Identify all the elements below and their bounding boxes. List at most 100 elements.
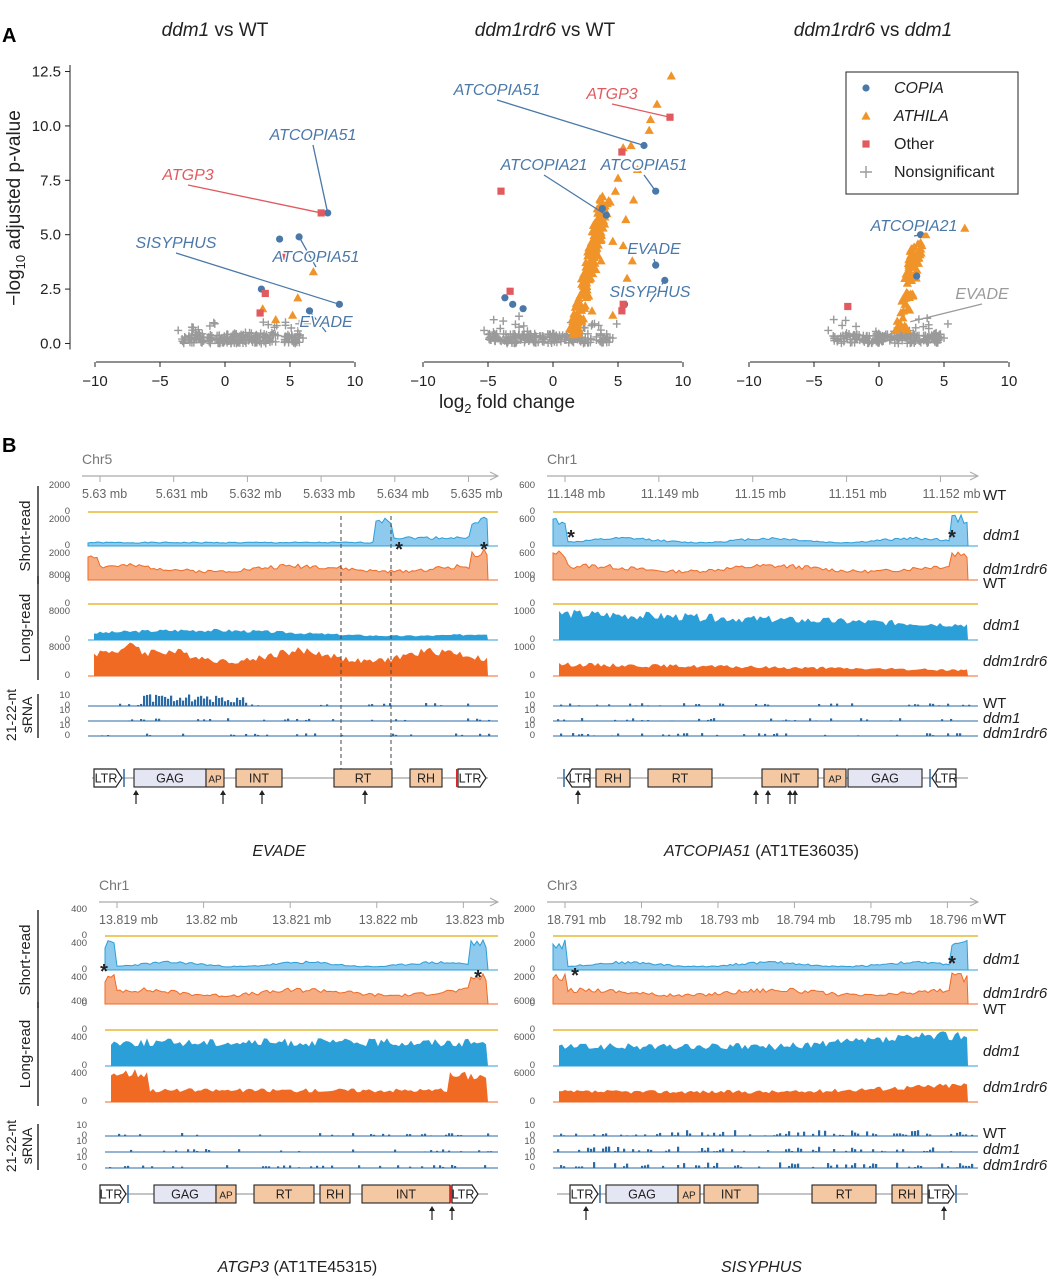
srna-bar xyxy=(265,1166,268,1168)
srna-scale-max: 10 xyxy=(59,705,70,716)
point-nonsignificant xyxy=(838,321,847,330)
srna-bar xyxy=(899,1133,902,1136)
point-athila xyxy=(613,173,623,182)
point-nonsignificant xyxy=(180,332,189,341)
srna-bar xyxy=(947,1135,950,1136)
title-part: ddm1 xyxy=(162,20,210,41)
srna-bar xyxy=(197,719,200,721)
annotation-leaders xyxy=(175,144,340,333)
chromosome-label: Chr1 xyxy=(547,451,578,467)
srna-scale-max: 10 xyxy=(524,1136,535,1147)
srna-bar xyxy=(305,719,308,721)
point-athila xyxy=(589,234,599,243)
srna-bar xyxy=(707,719,710,721)
srna-bar xyxy=(788,1131,791,1136)
srna-bar xyxy=(314,733,317,736)
srna-bar xyxy=(920,1165,923,1168)
srna-bar xyxy=(296,734,299,736)
srna-bar xyxy=(149,694,152,706)
srna-bar xyxy=(872,1149,875,1152)
srna-bar xyxy=(316,1165,319,1168)
srna-bar xyxy=(617,733,620,736)
srna-bar xyxy=(578,705,581,706)
long-scale-max: 1000 xyxy=(514,606,535,617)
point-athila xyxy=(645,114,656,123)
srna-bar xyxy=(947,703,950,706)
srna-bar xyxy=(182,733,185,736)
volcano-plot-1: ddm1 vs WT −10 −5 0 5 10 0.0 2.5 5.0 7.5 10.0 12.5 A… xyxy=(32,20,364,390)
legend-label: Other xyxy=(894,136,935,153)
srna-bar xyxy=(749,1134,752,1136)
srna-bar xyxy=(118,1133,121,1136)
srna-bar xyxy=(268,1166,271,1168)
srna-bar xyxy=(911,1131,914,1136)
srna-bar xyxy=(950,1133,953,1136)
leader-line xyxy=(175,252,340,305)
point-athila xyxy=(921,230,931,239)
point-nonsignificant xyxy=(829,315,838,324)
point-other xyxy=(619,300,627,308)
srna-bar xyxy=(563,1166,566,1168)
srna-bar xyxy=(557,1149,560,1152)
srna-bar xyxy=(203,719,206,721)
legend-label: Nonsignificant xyxy=(894,164,995,181)
srna-bar xyxy=(647,720,650,721)
srna-bar xyxy=(716,734,719,736)
sample-label-ddm1rdr6: ddm1rdr6 xyxy=(983,561,1048,578)
point-nonsignificant xyxy=(530,338,539,347)
coordinate-tick-label: 13.82 mb xyxy=(186,913,238,927)
long-scale-max: 400 xyxy=(71,1068,87,1079)
srna-bar xyxy=(379,1165,382,1168)
srna-scale-max: 10 xyxy=(76,1136,87,1147)
point-nonsignificant xyxy=(281,332,290,341)
legend-box xyxy=(845,71,1019,195)
point-nonsignificant xyxy=(264,320,273,329)
domain-label: RT xyxy=(355,772,372,786)
point-athila xyxy=(596,256,606,265)
srna-bar xyxy=(205,1149,208,1152)
asterisk: * xyxy=(395,539,403,561)
srna-bar xyxy=(959,705,962,706)
panel-b-label: B xyxy=(2,435,16,457)
srna-bar xyxy=(230,734,233,736)
y-axis-label-part: adjusted p-value xyxy=(4,110,25,255)
ddm1-long-read-track xyxy=(559,609,968,640)
axis-arrow-icon xyxy=(969,897,980,907)
srna-bar xyxy=(635,705,638,706)
srna-bar xyxy=(686,1130,689,1136)
srna-bar xyxy=(641,720,644,721)
point-nonsignificant xyxy=(228,330,237,339)
srna-bar xyxy=(719,1134,722,1136)
point-nonsignificant xyxy=(576,337,585,346)
domain-label: LTR xyxy=(459,772,482,786)
srna-bar xyxy=(929,733,932,736)
domain-rt: RT xyxy=(253,1184,315,1204)
domain-label: RH xyxy=(417,772,435,786)
point-nonsignificant xyxy=(879,332,888,341)
srna-bar xyxy=(959,1163,962,1168)
point-athila xyxy=(573,310,583,319)
srna-bar xyxy=(445,1134,448,1136)
point-nonsignificant xyxy=(594,321,603,330)
srna-bar xyxy=(196,1150,199,1152)
srna-bar xyxy=(881,1150,884,1152)
domain-label: GAG xyxy=(171,1188,199,1202)
srna-bar xyxy=(845,1164,848,1168)
srna-bar xyxy=(851,1147,854,1152)
ltr-box xyxy=(93,768,123,788)
srna-bar xyxy=(794,1164,797,1168)
point-nonsignificant xyxy=(210,319,219,328)
point-athila xyxy=(598,192,608,201)
srna-bar xyxy=(263,719,266,721)
title-part: ATGP3 xyxy=(217,1259,269,1276)
point-athila xyxy=(913,249,923,258)
y-tick-label: 0.0 xyxy=(40,335,61,352)
axis-arrow-icon xyxy=(969,471,980,481)
domain-rh: RH xyxy=(409,768,443,788)
domain-label: LTR xyxy=(100,1188,123,1202)
point-nonsignificant xyxy=(833,337,842,346)
te-name: SISYPHUS xyxy=(721,1259,802,1276)
ddm1rdr6-long-read-track xyxy=(111,1069,488,1102)
srna-bar xyxy=(424,1151,427,1152)
domain-label: AP xyxy=(219,1191,233,1202)
